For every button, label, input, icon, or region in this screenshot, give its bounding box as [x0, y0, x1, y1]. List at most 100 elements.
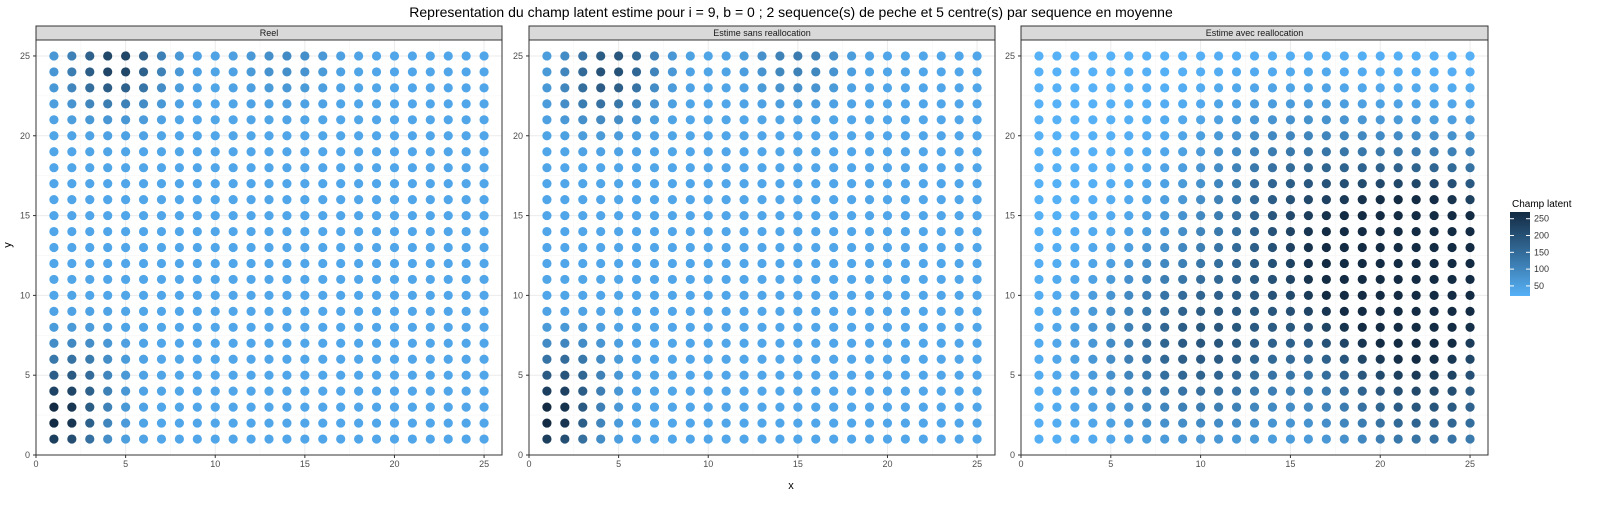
data-point [336, 242, 346, 253]
data-point [1339, 195, 1349, 205]
data-point [85, 147, 95, 157]
data-point [1465, 147, 1475, 157]
data-point [228, 99, 238, 109]
data-point [300, 210, 310, 221]
data-point [371, 402, 382, 412]
data-point [972, 242, 982, 253]
data-point [300, 370, 310, 380]
data-point [282, 195, 292, 205]
data-point [864, 131, 875, 141]
data-point [1375, 67, 1385, 77]
data-point [67, 99, 77, 109]
data-point [1178, 99, 1188, 109]
data-point [649, 67, 660, 77]
data-point [67, 418, 77, 428]
data-point [407, 115, 417, 125]
data-point [1465, 258, 1475, 269]
data-point [1142, 370, 1152, 380]
data-point [461, 322, 471, 332]
data-point [1447, 322, 1457, 332]
data-point [103, 322, 113, 332]
data-point [864, 83, 875, 93]
data-point [1124, 418, 1134, 428]
data-point [811, 99, 821, 109]
data-point [542, 354, 552, 364]
data-point [67, 274, 77, 285]
data-point [49, 306, 59, 316]
data-point [1088, 418, 1098, 428]
data-point [739, 51, 749, 61]
data-point [1411, 434, 1421, 444]
data-point [757, 195, 767, 205]
data-point [318, 338, 328, 348]
data-point [121, 434, 131, 444]
data-point [847, 434, 857, 444]
data-point [1249, 338, 1260, 348]
data-point [1429, 67, 1439, 77]
data-point [85, 338, 95, 348]
data-point [614, 354, 624, 364]
data-point [264, 67, 274, 77]
data-point [596, 258, 606, 269]
data-point [1142, 131, 1152, 141]
data-point [228, 147, 238, 157]
data-point [864, 322, 875, 332]
data-point [936, 195, 946, 205]
data-point [246, 274, 256, 285]
data-point [614, 306, 624, 316]
data-point [121, 163, 131, 173]
data-point [649, 370, 660, 380]
data-point [121, 338, 131, 348]
data-point [864, 179, 875, 189]
data-point [1196, 67, 1206, 77]
data-point [829, 131, 839, 141]
data-point [596, 147, 606, 157]
x-tick-label: 5 [616, 459, 621, 469]
data-point [1375, 163, 1385, 173]
data-point [1249, 131, 1260, 141]
data-point [721, 274, 731, 285]
data-point [703, 99, 713, 109]
data-point [954, 179, 964, 189]
data-point [811, 83, 821, 93]
data-point [192, 242, 202, 253]
data-point [425, 51, 435, 61]
data-point [954, 131, 964, 141]
data-point [264, 131, 274, 141]
data-point [407, 242, 417, 253]
data-point [614, 258, 624, 269]
data-point [775, 131, 785, 141]
data-point [443, 179, 453, 189]
data-point [560, 402, 570, 412]
data-point [1375, 338, 1385, 348]
data-point [461, 338, 471, 348]
data-point [1124, 290, 1134, 300]
data-point [1465, 306, 1475, 316]
data-point [318, 354, 328, 364]
data-point [1124, 354, 1134, 364]
data-point [918, 210, 928, 221]
data-point [461, 131, 471, 141]
data-point [156, 434, 167, 444]
data-point [443, 131, 453, 141]
data-point [1393, 370, 1403, 380]
data-point [210, 131, 220, 141]
data-point [649, 226, 660, 237]
data-point [121, 147, 131, 157]
data-point [371, 131, 382, 141]
data-point [1285, 338, 1296, 348]
data-point [685, 67, 695, 77]
data-point [1339, 83, 1349, 93]
data-point [1034, 179, 1044, 189]
data-point [1231, 131, 1242, 141]
data-point [318, 242, 328, 253]
data-point [210, 306, 220, 316]
data-point [1124, 163, 1134, 173]
data-point [614, 195, 624, 205]
data-point [1285, 290, 1296, 300]
data-point [1160, 418, 1170, 428]
data-point [1178, 163, 1188, 173]
data-point [1231, 418, 1242, 428]
data-point [1231, 322, 1242, 332]
